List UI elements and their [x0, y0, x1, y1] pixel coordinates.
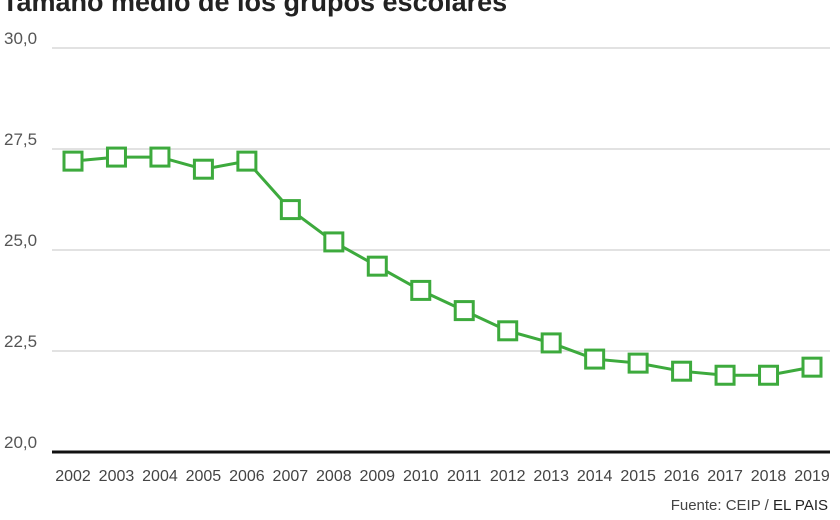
data-point-2009 [366, 255, 388, 277]
x-tick-label: 2008 [316, 468, 352, 485]
data-point-2016 [671, 360, 693, 382]
x-tick-label: 2014 [577, 468, 613, 485]
data-point-2010 [410, 279, 432, 301]
source-note: Fuente: CEIP / EL PAIS [671, 497, 828, 514]
data-point-2004 [149, 146, 171, 168]
data-point-2006 [236, 150, 258, 172]
x-tick-label: 2002 [55, 468, 91, 485]
x-tick-label: 2009 [359, 468, 395, 485]
data-point-2019 [801, 356, 823, 378]
data-point-2013 [540, 332, 562, 354]
source-text: Fuente: CEIP / [671, 497, 773, 514]
x-tick-label: 2018 [751, 468, 787, 485]
x-tick-label: 2019 [794, 468, 830, 485]
x-tick-label: 2017 [707, 468, 743, 485]
y-tick-label: 30,0 [4, 29, 37, 48]
data-point-2008 [323, 231, 345, 253]
x-tick-label: 2007 [273, 468, 309, 485]
x-tick-label: 2004 [142, 468, 178, 485]
data-point-2007 [279, 199, 301, 221]
x-tick-label: 2003 [99, 468, 135, 485]
x-tick-label: 2005 [186, 468, 222, 485]
data-point-2017 [714, 364, 736, 386]
series-line [72, 155, 813, 377]
x-tick-label: 2006 [229, 468, 265, 485]
data-point-2015 [627, 352, 649, 374]
y-tick-label: 20,0 [4, 433, 37, 452]
data-point-2018 [758, 364, 780, 386]
data-point-2005 [192, 158, 214, 180]
x-tick-label: 2013 [533, 468, 569, 485]
data-point-2011 [453, 300, 475, 322]
x-tick-label: 2015 [620, 468, 656, 485]
source-brand: EL PAIS [773, 497, 828, 514]
x-tick-label: 2016 [664, 468, 700, 485]
x-tick-label: 2011 [447, 468, 482, 485]
y-tick-label: 25,0 [4, 231, 37, 250]
data-point-2003 [105, 146, 127, 168]
chart-title: Tamaño medio de los grupos escolares [2, 0, 507, 17]
y-tick-label: 27,5 [4, 130, 37, 149]
x-tick-label: 2010 [403, 468, 439, 485]
data-point-2014 [584, 348, 606, 370]
data-point-2012 [497, 320, 519, 342]
y-tick-label: 22,5 [4, 332, 37, 351]
data-point-2002 [62, 150, 84, 172]
x-tick-label: 2012 [490, 468, 526, 485]
